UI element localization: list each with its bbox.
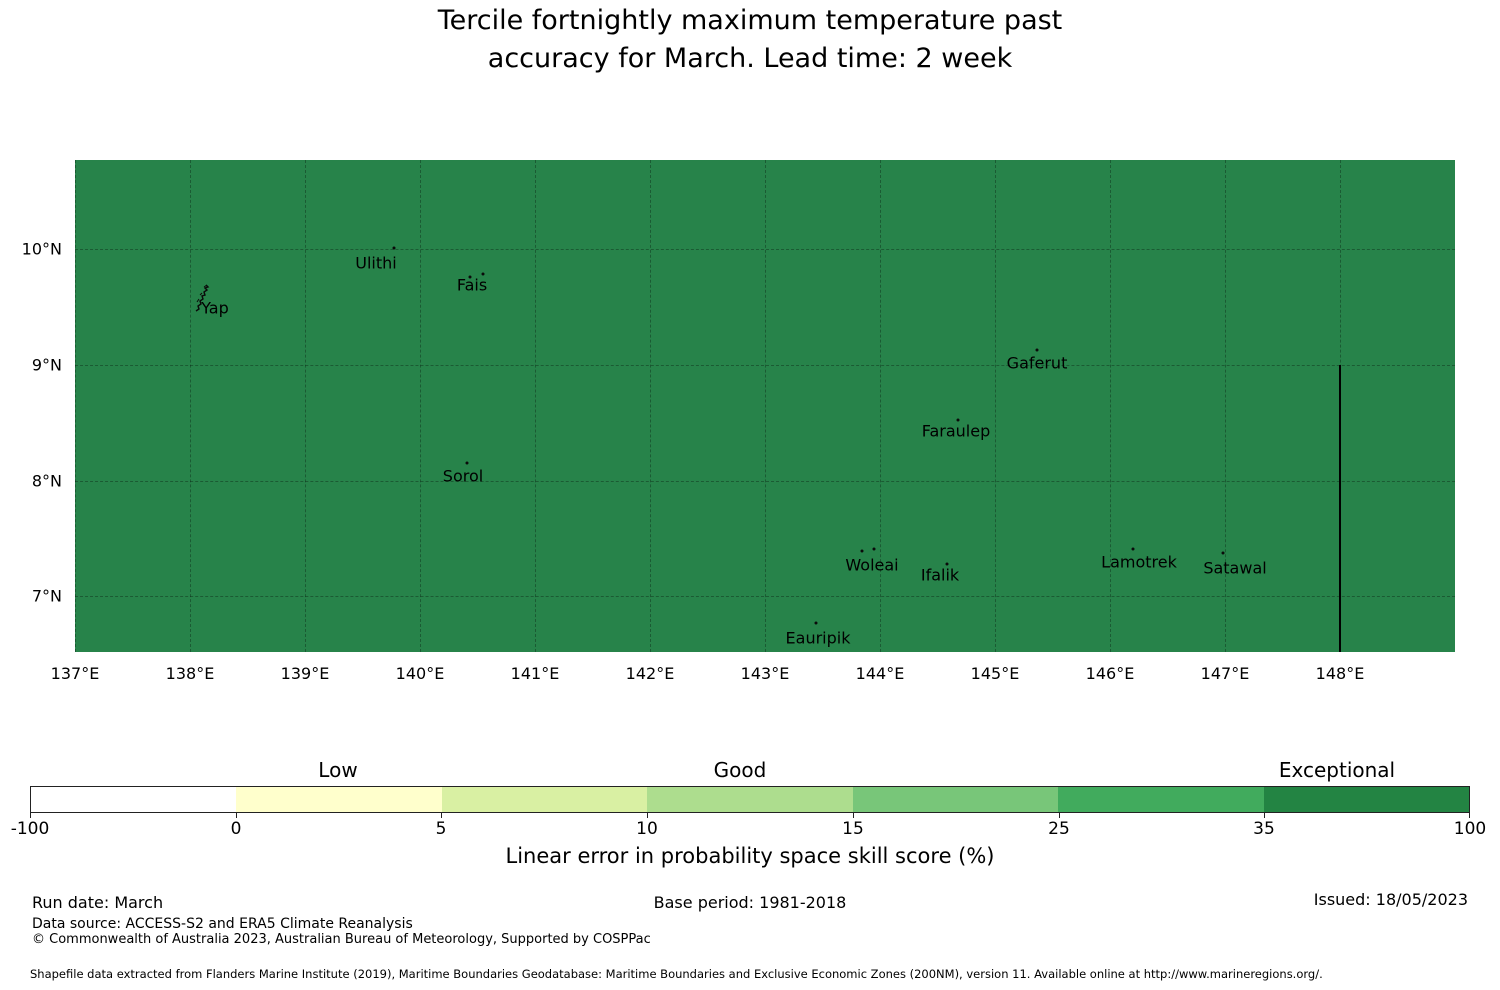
colorbar-segment-25-to-35 [1058, 787, 1264, 812]
y-tick-label: 8°N [31, 471, 62, 491]
place-label-ulithi: Ulithi [355, 253, 397, 273]
place-label-sorol: Sorol [442, 466, 484, 486]
parallel-gridline [75, 481, 1455, 482]
islet-dot [814, 621, 818, 625]
x-tick-label: 145°E [970, 664, 1020, 683]
parallel-gridline [75, 249, 1455, 250]
islet-dot [1221, 551, 1225, 555]
colorbar-tick-label: 0 [230, 819, 242, 839]
map-canvas: Yap Ulithi Fais Sorol Gaferut Faraulep Woleai I… [75, 160, 1455, 652]
meridian-gridline [190, 160, 191, 652]
islet-dot [872, 547, 876, 551]
meridian-gridline [1110, 160, 1111, 652]
islet-dot [1035, 348, 1039, 352]
parallel-gridline [75, 596, 1455, 597]
colorbar-tick-label: 25 [1048, 819, 1070, 839]
colorbar-tick-label: 100 [1453, 819, 1487, 839]
islet-dot [1131, 547, 1135, 551]
colorbar-tick-label: 35 [1253, 819, 1275, 839]
x-tick-label: 147°E [1200, 664, 1250, 683]
x-tick-label: 139°E [280, 664, 330, 683]
colorbar-segment-0-to-5 [236, 787, 442, 812]
colorbar-tick-label: 10 [636, 819, 658, 839]
colorbar-tick [647, 813, 648, 818]
place-label-yap: Yap [201, 298, 229, 318]
y-axis: 10°N 9°N 8°N 7°N [0, 160, 70, 652]
parallel-gridline [75, 365, 1455, 366]
colorbar-category-low: Low [318, 758, 358, 782]
islet-dot [481, 272, 485, 276]
place-label-ifalik: Ifalik [920, 565, 960, 585]
place-label-faraulep: Faraulep [921, 421, 991, 441]
run-date-text: Run date: March [32, 893, 164, 912]
place-label-lamotrek: Lamotrek [1101, 552, 1177, 572]
colorbar: Linear error in probability space skill … [11, 758, 1487, 876]
colorbar-tick [1264, 813, 1265, 818]
meridian-gridline [650, 160, 651, 652]
y-tick-label: 7°N [31, 586, 62, 606]
meridian-gridline [880, 160, 881, 652]
y-tick-label: 10°N [21, 239, 62, 259]
colorbar-tick-label: 5 [435, 819, 447, 839]
y-tick-label: 9°N [31, 355, 62, 375]
shapefile-attribution-text: Shapefile data extracted from Flanders M… [30, 967, 1323, 981]
yap-island-outline [195, 284, 210, 312]
place-label-eauripik: Eauripik [785, 628, 851, 648]
colorbar-segment-5-to-10 [441, 787, 648, 812]
colorbar-tick [1059, 813, 1060, 818]
colorbar-segment-35-to-100 [1263, 787, 1469, 812]
colorbar-segment-15-to-25 [852, 787, 1059, 812]
colorbar-tick-label: -100 [10, 819, 50, 839]
x-tick-label: 143°E [740, 664, 790, 683]
colorbar-tick [236, 813, 237, 818]
islet-dot [945, 562, 949, 566]
x-tick-label: 138°E [165, 664, 215, 683]
colorbar-segment-10-to-15 [647, 787, 853, 812]
colorbar-category-exceptional: Exceptional [1278, 758, 1396, 782]
data-source-text: Data source: ACCESS-S2 and ERA5 Climate … [32, 916, 413, 932]
place-label-fais: Fais [456, 275, 488, 295]
issued-date-text: Issued: 18/05/2023 [1313, 890, 1468, 909]
figure-title-line1: Tercile fortnightly maximum temperature … [437, 5, 1063, 36]
x-tick-label: 140°E [395, 664, 445, 683]
x-tick-label: 142°E [625, 664, 675, 683]
eez-boundary-line [1339, 365, 1341, 652]
copyright-text: © Commonwealth of Australia 2023, Austra… [32, 932, 651, 947]
islet-dot [860, 549, 864, 553]
meridian-gridline [995, 160, 996, 652]
meridian-gridline [75, 160, 76, 652]
meridian-gridline [535, 160, 536, 652]
meridian-gridline [420, 160, 421, 652]
colorbar-caption: Linear error in probability space skill … [505, 844, 995, 868]
meridian-gridline [765, 160, 766, 652]
colorbar-category-good: Good [713, 758, 767, 782]
place-label-woleai: Woleai [845, 555, 899, 575]
colorbar-bar [30, 786, 1470, 813]
x-tick-label: 148°E [1315, 664, 1365, 683]
colorbar-tick-label: 15 [842, 819, 864, 839]
place-label-gaferut: Gaferut [1006, 353, 1068, 373]
islet-dot [468, 275, 472, 279]
base-period-text: Base period: 1981-2018 [653, 893, 847, 912]
colorbar-tick [441, 813, 442, 818]
place-label-satawal: Satawal [1203, 558, 1267, 578]
colorbar-segment--100-to-0 [31, 787, 237, 812]
colorbar-tick [853, 813, 854, 818]
x-axis: 137°E 138°E 139°E 140°E 141°E 142°E 143°E 144°E… [0, 664, 1500, 686]
x-tick-label: 137°E [50, 664, 100, 683]
colorbar-tick [1469, 813, 1470, 818]
figure-title-line2: accuracy for March. Lead time: 2 week [487, 43, 1013, 74]
figure-title: Tercile fortnightly maximum temperature … [0, 2, 1500, 78]
x-tick-label: 146°E [1085, 664, 1135, 683]
x-tick-label: 144°E [855, 664, 905, 683]
meridian-gridline [1225, 160, 1226, 652]
meridian-gridline [305, 160, 306, 652]
islet-dot [392, 246, 396, 250]
islet-dot [956, 418, 960, 422]
x-tick-label: 141°E [510, 664, 560, 683]
islet-dot [465, 461, 469, 465]
colorbar-tick [30, 813, 31, 818]
